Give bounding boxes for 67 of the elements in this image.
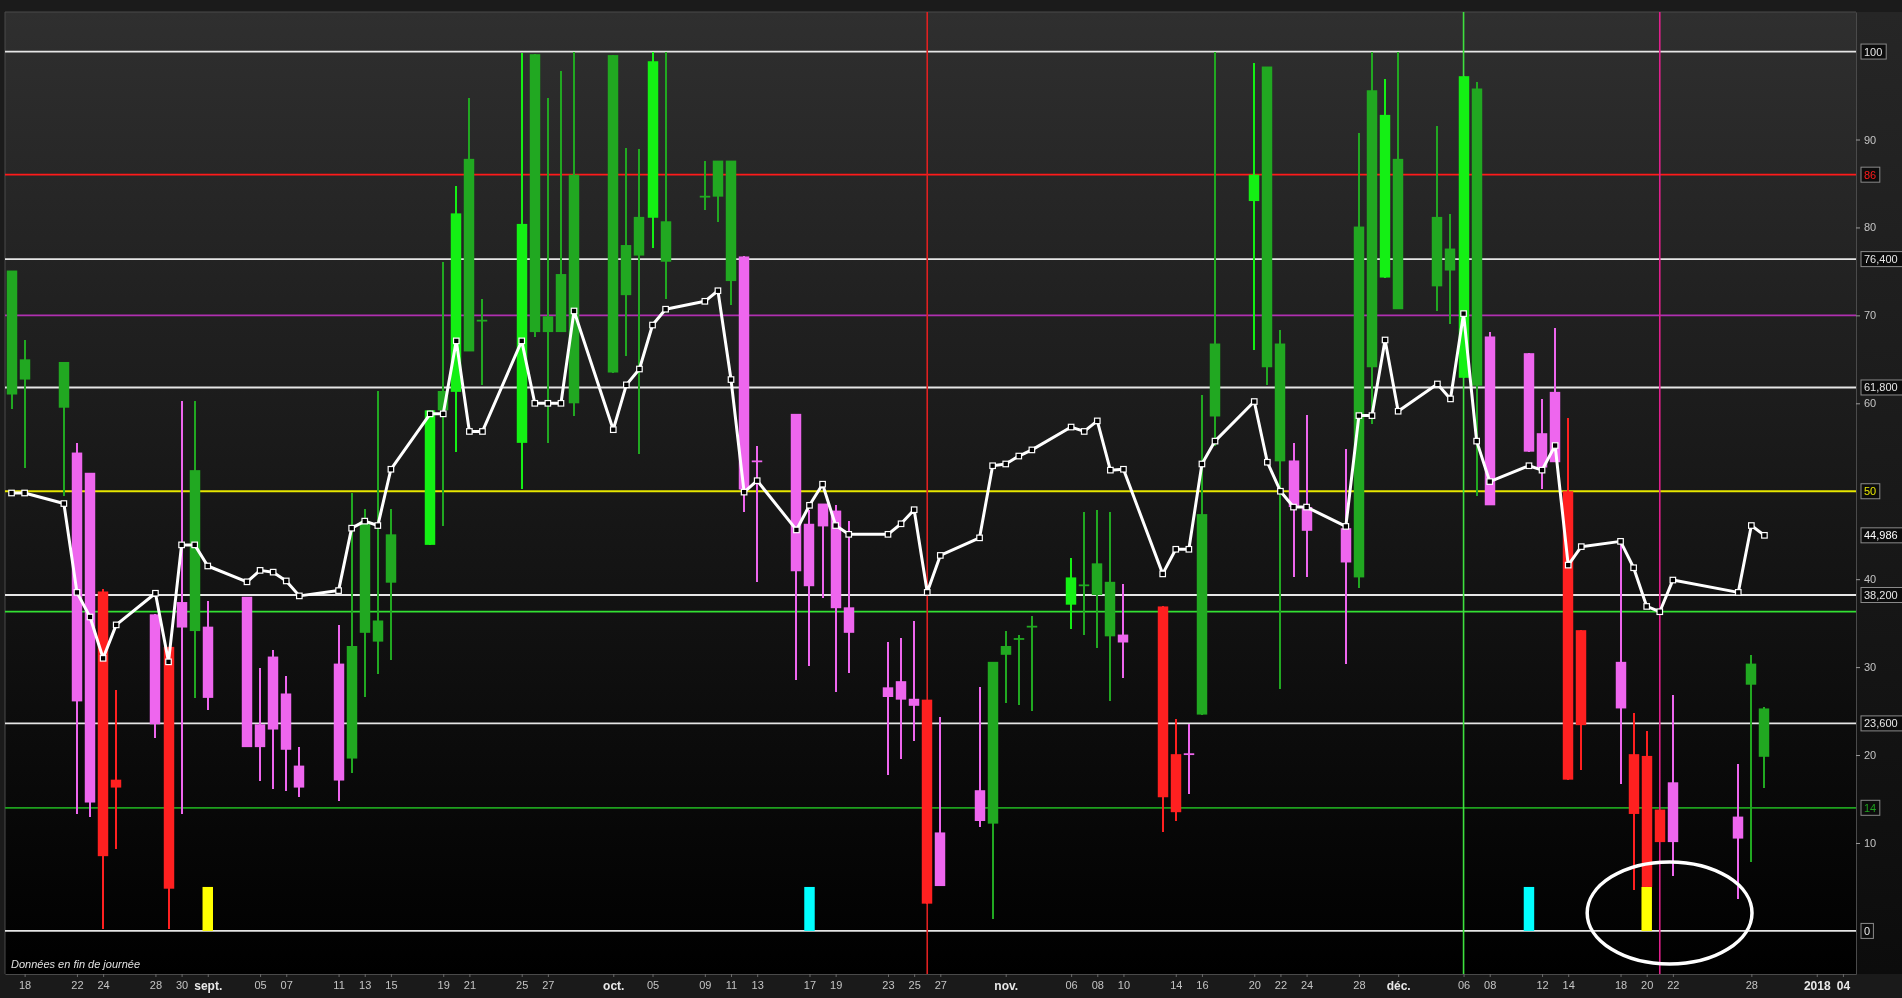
x-tick-label: 05 bbox=[254, 978, 267, 991]
y-tick-label: 40 bbox=[1864, 573, 1877, 586]
x-tick-label: 16 bbox=[1196, 978, 1209, 991]
x-tick-label: 07 bbox=[280, 978, 293, 991]
x-tick-label: 30 bbox=[175, 978, 189, 991]
x-tick-label: 13 bbox=[751, 978, 764, 991]
x-tick-label: 23 bbox=[882, 978, 895, 991]
ref-line-label: 23,600 bbox=[1864, 717, 1898, 730]
ref-line-label: 14 bbox=[1864, 801, 1877, 814]
x-tick-label: 14 bbox=[1170, 978, 1183, 991]
y-tick-label: 60 bbox=[1864, 397, 1877, 410]
y-tick-label: 70 bbox=[1864, 309, 1877, 322]
y-tick-label: 10 bbox=[1864, 837, 1877, 849]
x-tick-label: 18 bbox=[19, 978, 32, 991]
x-tick-label: 20 bbox=[1248, 978, 1261, 991]
x-tick-label: 12 bbox=[1536, 978, 1549, 991]
ref-line-label: 0 bbox=[1864, 924, 1871, 937]
ref-line-label: 100 bbox=[1864, 45, 1883, 58]
x-tick-label: 17 bbox=[803, 978, 817, 991]
y-tick-label: 20 bbox=[1864, 749, 1877, 762]
x-tick-label: 09 bbox=[699, 978, 712, 991]
x-tick-label: 08 bbox=[1091, 978, 1104, 991]
x-tick-label: 06 bbox=[1457, 978, 1471, 991]
x-tick-label: 14 bbox=[1562, 978, 1575, 991]
x-tick-label: 11 bbox=[725, 978, 738, 991]
text: 44,986 bbox=[1864, 529, 1898, 542]
x-tick-label: 28 bbox=[1745, 978, 1758, 991]
x-tick-label: 04 bbox=[1836, 978, 1851, 993]
x-tick-label: nov. bbox=[994, 978, 1019, 993]
x-tick-label: 27 bbox=[542, 978, 555, 991]
x-tick-label: 19 bbox=[830, 978, 843, 991]
ref-line-label: 86 bbox=[1864, 168, 1877, 181]
x-tick-label: 05 bbox=[646, 978, 660, 991]
x-tick-label: 25 bbox=[516, 978, 529, 991]
x-tick-label: 27 bbox=[934, 978, 947, 991]
x-tick-label: sept. bbox=[194, 978, 223, 993]
x-tick-label: 22 bbox=[1667, 978, 1680, 991]
candlestick bbox=[1484, 331, 1496, 507]
y-tick-label: 80 bbox=[1864, 221, 1877, 234]
x-tick-label: 13 bbox=[359, 978, 372, 991]
x-tick-label: 08 bbox=[1484, 978, 1497, 991]
x-tick-label: 24 bbox=[97, 978, 110, 991]
y-tick-label: 90 bbox=[1864, 133, 1877, 146]
x-tick-label: 22 bbox=[71, 978, 84, 991]
x-tick-label: 28 bbox=[149, 978, 163, 991]
x-tick-label: 15 bbox=[385, 978, 398, 991]
y-tick-label: 30 bbox=[1864, 661, 1877, 674]
x-tick-label: 06 bbox=[1065, 978, 1078, 991]
x-tick-label: 20 bbox=[1641, 978, 1654, 991]
x-tick-label: 22 bbox=[1274, 978, 1288, 991]
ref-line-label: 61,800 bbox=[1864, 381, 1898, 394]
x-tick-label: 28 bbox=[1353, 978, 1366, 991]
ref-line-label: 50 bbox=[1864, 485, 1877, 498]
candlestick bbox=[424, 409, 436, 546]
ref-line-label: 76,400 bbox=[1864, 253, 1898, 266]
x-tick-label: 25 bbox=[908, 978, 921, 991]
x-tick-label: 19 bbox=[437, 978, 450, 991]
ref-line-label: 38,200 bbox=[1864, 589, 1898, 601]
annotation: Données en fin de journée bbox=[11, 958, 141, 970]
x-tick-label: 10 bbox=[1117, 978, 1131, 991]
x-tick-label: 21 bbox=[463, 978, 477, 991]
x-tick-label: déc. bbox=[1386, 978, 1411, 993]
x-tick-label: 18 bbox=[1614, 978, 1628, 991]
x-tick-label: 2018 bbox=[1803, 978, 1831, 993]
x-tick-label: 11 bbox=[333, 978, 345, 991]
x-tick-label: oct. bbox=[603, 978, 625, 993]
x-tick-label: 24 bbox=[1300, 978, 1314, 991]
